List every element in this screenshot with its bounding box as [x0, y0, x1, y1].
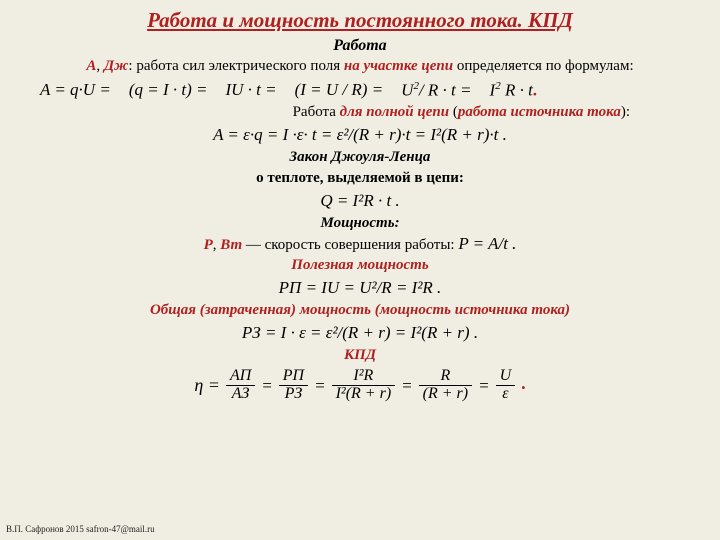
eq-useful-text: PП = IU = U²/R = I²R . [279, 278, 442, 298]
eq-joule-text: Q = I²R · t . [320, 191, 399, 211]
l2-t2: для полной цепи [340, 104, 449, 120]
eq1e: U2/ R · t = [401, 80, 471, 101]
kpd-frac4: R(R + r) [417, 368, 474, 403]
kpd-frac5: Uε [494, 368, 518, 403]
eq-kpd: η = AПAЗ = PПPЗ = I²RI²(R + r) = R(R + r… [30, 368, 690, 403]
page-title: Работа и мощность постоянного тока. КПД [30, 8, 690, 33]
kpd-eq2: = [314, 376, 325, 396]
eta-sym: η = [194, 375, 220, 396]
l2-t1: Работа [293, 104, 340, 120]
kpd-frac3: I²RI²(R + r) [330, 368, 398, 403]
kpd-f1n: AП [226, 368, 255, 385]
kpd-frac1: AПAЗ [224, 368, 257, 403]
kpd-f4n: R [419, 368, 472, 385]
eq1d: (I = U / R) = [295, 80, 384, 100]
l2-t5: ): [621, 104, 630, 120]
kpd-f4d: (R + r) [419, 385, 472, 403]
section-work: Работа [30, 37, 690, 55]
eq1c: IU · t = [225, 80, 276, 100]
footer-credit: В.П. Сафронов 2015 safron-47@mail.ru [6, 524, 155, 534]
eq1e-base: U [401, 80, 413, 99]
eq-total-text: PЗ = I · ε = ε²/(R + r) = I²(R + r) . [242, 323, 478, 343]
eq1a: A = q·U = [40, 80, 111, 100]
power-heading: Мощность: [30, 215, 690, 232]
kpd-f3d: I²(R + r) [332, 385, 396, 403]
symbol-p: P [204, 237, 213, 253]
eq1b: (q = I · t) = [129, 80, 208, 100]
joule-heading1: Закон Джоуля-Ленца [30, 149, 690, 166]
power-line: P, Вт — скорость совершения работы: P = … [30, 234, 690, 254]
l2-t3: ( [449, 104, 458, 120]
kpd-heading: КПД [30, 347, 690, 364]
eq-total: PЗ = I · ε = ε²/(R + r) = I²(R + r) . [30, 323, 690, 343]
kpd-f2n: PП [279, 368, 308, 385]
power-t1: — скорость совершения работы: [242, 237, 458, 253]
eq1f-after: R · t [501, 80, 533, 99]
unit-watt: Вт [220, 237, 242, 253]
kpd-f3n: I²R [332, 368, 396, 385]
eq-power: P = A/t . [458, 234, 516, 253]
kpd-frac2: PПPЗ [277, 368, 310, 403]
kpd-eq4: = [478, 376, 489, 396]
kpd-eq3: = [401, 376, 412, 396]
kpd-f2d: PЗ [279, 385, 308, 403]
eq2-text: A = ε·q = I ·ε· t = ε²/(R + r)·t = I²(R … [213, 125, 507, 145]
l2-t4: работа источника тока [458, 104, 621, 120]
eq-useful: PП = IU = U²/R = I²R . [30, 278, 690, 298]
intro-t3: определяется по формулам: [453, 58, 634, 74]
kpd-period: . [521, 373, 526, 393]
unit-joule: Дж [104, 58, 129, 74]
intro-t2: на участке цепи [344, 58, 453, 74]
eq1e-after: / R · t = [419, 80, 472, 99]
eq1f: I2 R · t. [490, 80, 538, 101]
symbol-a: A [86, 58, 96, 74]
eq-full-circuit: A = ε·q = I ·ε· t = ε²/(R + r)·t = I²(R … [30, 125, 690, 145]
kpd-eq1: = [261, 376, 272, 396]
useful-heading: Полезная мощность [30, 257, 690, 274]
eq-work-section: A = q·U = (q = I · t) = IU · t = (I = U … [30, 80, 690, 101]
work-intro: A, Дж: работа сил электрического поля на… [30, 57, 690, 76]
eq-joule: Q = I²R · t . [30, 191, 690, 211]
kpd-f1d: AЗ [226, 385, 255, 403]
total-h-red: Общая (затраченная) мощность (мощность и… [150, 302, 570, 318]
kpd-f5n: U [496, 368, 516, 385]
intro-t1: : работа сил электрического поля [128, 58, 344, 74]
joule-heading2: о теплоте, выделяемой в цепи: [30, 170, 690, 187]
kpd-f5d: ε [496, 385, 516, 403]
eq1-period: . [533, 80, 537, 99]
line-full-circuit: Работа для полной цепи (работа источника… [30, 104, 690, 121]
total-heading: Общая (затраченная) мощность (мощность и… [30, 302, 690, 319]
